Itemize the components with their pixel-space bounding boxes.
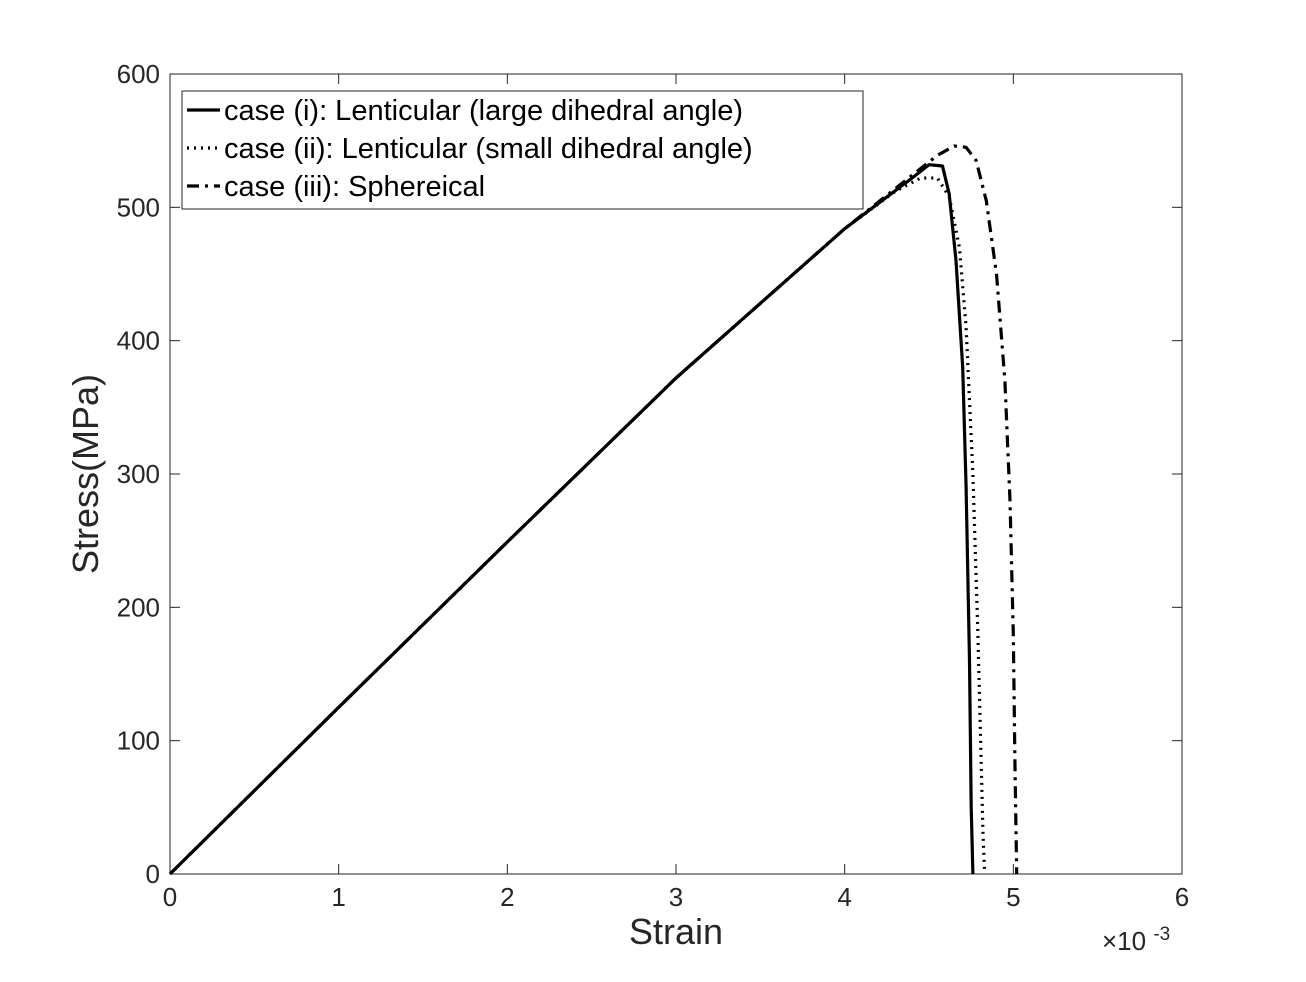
y-axis-label: Stress(MPa) [65, 374, 106, 574]
legend: case (i): Lenticular (large dihedral ang… [181, 90, 864, 210]
y-tick-label: 500 [117, 192, 160, 222]
y-axis-ticks: 0 100 200 300 400 500 600 [117, 59, 1182, 889]
legend-label-1: case (i): Lenticular (large dihedral ang… [224, 95, 743, 127]
x-tick-label: 5 [1006, 882, 1020, 912]
x-tick-label: 0 [163, 882, 177, 912]
series-line-1 [168, 163, 975, 876]
x-tick-label: 1 [331, 882, 345, 912]
y-tick-label: 300 [117, 459, 160, 489]
x-tick-label: 6 [1175, 882, 1189, 912]
x-tick-label: 3 [669, 882, 683, 912]
legend-box [181, 90, 864, 210]
x-exponent-base: ×10 [1102, 926, 1146, 956]
x-tick-label: 2 [500, 882, 514, 912]
legend-label-3: case (iii): Sphereical [224, 171, 485, 203]
y-tick-label: 0 [146, 859, 160, 889]
legend-label-2: case (ii): Lenticular (small dihedral an… [224, 133, 753, 165]
y-tick-label: 100 [117, 726, 160, 756]
series-layer [168, 144, 1019, 876]
svg-text:×10 -3: ×10 -3 [1102, 924, 1170, 956]
x-axis-ticks: 0 1 2 3 4 5 6 [163, 74, 1189, 912]
y-tick-label: 200 [117, 592, 160, 622]
series-line-2 [168, 176, 987, 876]
legend-entries: case (i): Lenticular (large dihedral ang… [187, 95, 753, 203]
x-axis-exponent-label: ×10 -3 [1102, 924, 1170, 956]
y-tick-label: 600 [117, 59, 160, 89]
y-tick-label: 400 [117, 326, 160, 356]
x-tick-label: 4 [837, 882, 851, 912]
x-exponent-power: -3 [1153, 924, 1170, 945]
x-axis-label: Strain [629, 911, 723, 952]
